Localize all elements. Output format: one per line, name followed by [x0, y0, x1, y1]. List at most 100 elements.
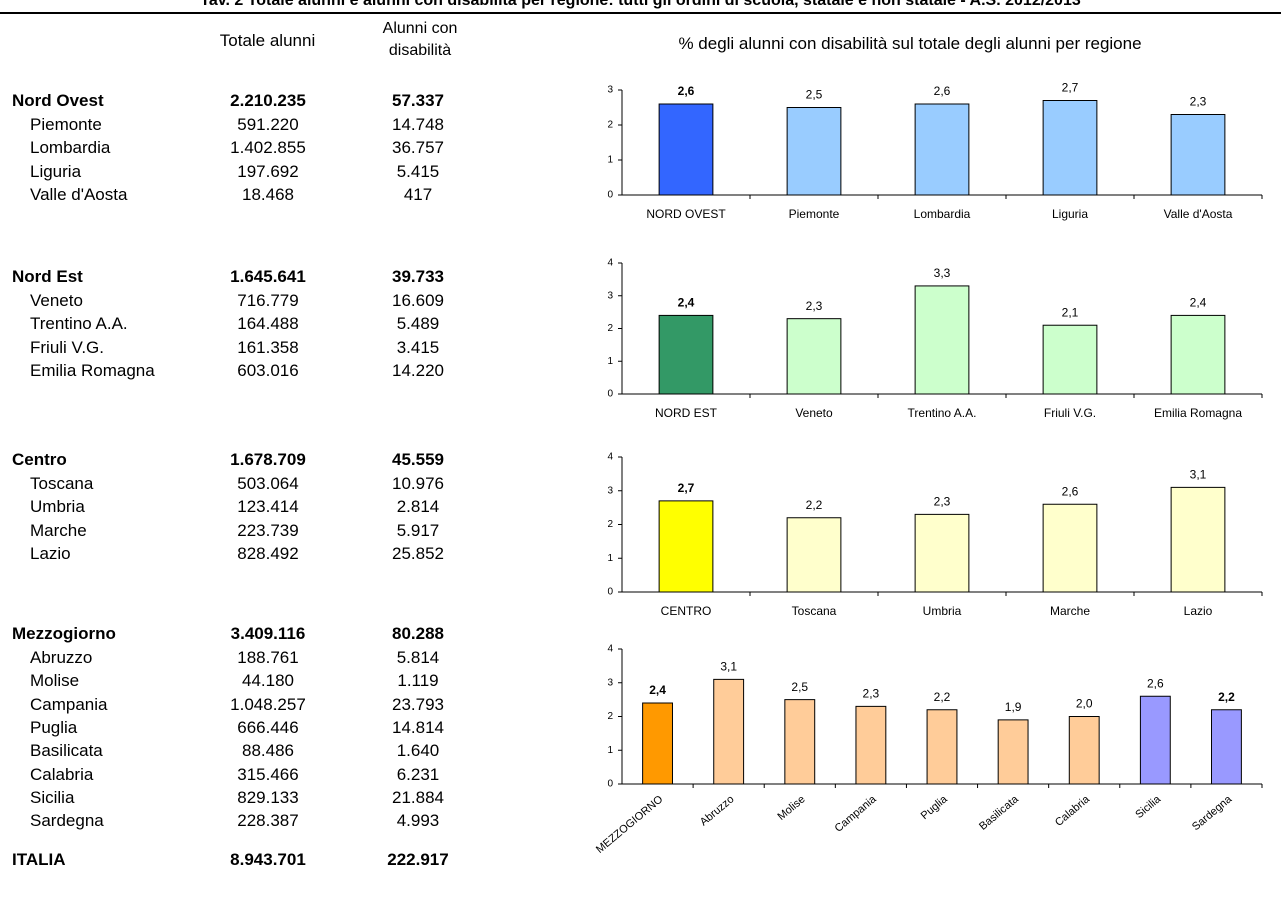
table-cell: 3.409.116 — [230, 624, 306, 643]
table-cell: Liguria — [30, 161, 82, 181]
table-cell: 21.884 — [392, 787, 444, 807]
table-cell: Lombardia — [30, 138, 111, 158]
table-cell: 14.220 — [392, 360, 444, 380]
x-tick-label: Molise — [776, 793, 808, 823]
bar — [1170, 486, 1226, 593]
table-cell: 45.559 — [392, 450, 444, 469]
y-tick-label: 1 — [607, 553, 613, 564]
value-label: 2,5 — [791, 680, 808, 694]
y-tick-label: 1 — [607, 155, 613, 166]
table-cell: 223.739 — [237, 520, 299, 540]
table-cell: 1.119 — [397, 671, 439, 691]
value-label: 2,3 — [1190, 95, 1207, 109]
value-label: 2,2 — [934, 690, 951, 704]
x-tick-label: Piemonte — [789, 207, 840, 221]
y-tick-label: 0 — [607, 389, 613, 400]
table-cell: 18.468 — [242, 184, 294, 204]
table-cell: 503.064 — [237, 474, 299, 493]
value-label: 2,1 — [1062, 305, 1079, 319]
bar — [1139, 695, 1171, 785]
x-tick-label: Veneto — [795, 406, 833, 420]
table-cell: ITALIA — [12, 850, 66, 869]
table-cell: 5.489 — [396, 314, 440, 334]
bar — [658, 500, 714, 593]
value-label: 2,0 — [1076, 697, 1093, 711]
table-cell: 1.678.709 — [230, 450, 306, 469]
bar — [1042, 100, 1098, 196]
x-tick-label: Toscana — [792, 604, 837, 618]
table-cell: 123.414 — [237, 497, 299, 517]
table-cell: 716.779 — [237, 291, 299, 310]
title-rule — [0, 12, 1281, 14]
x-tick-label: Lazio — [1184, 604, 1213, 618]
table-cell: 39.733 — [392, 267, 444, 286]
table-cell: Piemonte — [30, 115, 102, 134]
table-cell: Basilicata — [30, 741, 103, 761]
charts-title: % degli alunni con disabilità sul totale… — [678, 34, 1142, 53]
table-cell: 188.761 — [237, 648, 299, 667]
value-label: 2,4 — [649, 683, 666, 697]
value-label: 3,3 — [934, 266, 951, 280]
bar — [642, 702, 673, 785]
bar — [784, 699, 816, 785]
table-cell: 1.645.641 — [230, 267, 306, 286]
bar — [1068, 716, 1100, 785]
table-cell: 2.210.235 — [230, 91, 306, 110]
table-cell: 1.048.257 — [230, 694, 306, 714]
bar — [1042, 503, 1098, 593]
x-tick-label: Campania — [833, 793, 880, 835]
x-tick-label: Abruzzo — [698, 793, 737, 828]
bar — [713, 678, 745, 785]
value-label: 2,3 — [863, 687, 880, 701]
x-tick-label: Sardegna — [1190, 793, 1235, 833]
y-tick-label: 1 — [607, 356, 613, 367]
table-cell: 228.387 — [237, 811, 299, 831]
y-tick-label: 2 — [607, 120, 613, 131]
table-cell: 5.917 — [396, 520, 440, 540]
x-tick-label: Umbria — [923, 604, 962, 618]
table-cell: 23.793 — [392, 694, 444, 714]
x-tick-label: Basilicata — [977, 793, 1021, 833]
table-cell: 10.976 — [392, 474, 444, 493]
table-cell: 603.016 — [237, 360, 299, 380]
value-label: 2,3 — [934, 495, 951, 509]
table-cell: 80.288 — [392, 624, 444, 643]
table-cell: 16.609 — [392, 291, 444, 310]
table-cell: Calabria — [30, 764, 94, 784]
table-cell: 666.446 — [237, 717, 299, 737]
x-tick-label: NORD EST — [655, 406, 718, 420]
bar — [914, 513, 970, 593]
table-cell: Molise — [30, 671, 80, 691]
x-tick-label: Friuli V.G. — [1044, 406, 1096, 420]
value-label: 2,2 — [806, 498, 823, 512]
table-cell: Trentino A.A. — [30, 314, 128, 334]
value-label: 2,6 — [678, 84, 695, 98]
value-label: 1,9 — [1005, 700, 1022, 714]
table-cell: 44.180 — [242, 671, 294, 691]
y-tick-label: 4 — [607, 258, 613, 269]
table-cell: 88.486 — [242, 741, 294, 761]
y-tick-label: 0 — [607, 779, 613, 790]
table-cell: 2.814 — [396, 497, 440, 517]
value-label: 3,1 — [1190, 468, 1207, 482]
table-cell: 1.640 — [396, 741, 440, 761]
x-tick-label: Calabria — [1053, 793, 1093, 829]
table-cell: Nord Est — [12, 267, 83, 286]
y-tick-label: 3 — [607, 290, 613, 301]
value-label: 2,6 — [934, 84, 951, 98]
y-tick-label: 3 — [607, 677, 613, 688]
table-cell: Marche — [30, 520, 87, 540]
x-tick-label: Sicilia — [1133, 793, 1163, 821]
bar — [1211, 709, 1242, 785]
x-tick-label: Liguria — [1052, 207, 1088, 221]
table-cell: Campania — [30, 694, 108, 714]
y-tick-label: 2 — [607, 323, 613, 334]
table-cell: 1.402.855 — [230, 138, 306, 158]
value-label: 3,1 — [720, 660, 737, 674]
x-tick-label: Trentino A.A. — [908, 406, 977, 420]
value-label: 2,5 — [806, 88, 823, 102]
bar — [997, 719, 1029, 785]
y-tick-label: 0 — [607, 190, 613, 201]
